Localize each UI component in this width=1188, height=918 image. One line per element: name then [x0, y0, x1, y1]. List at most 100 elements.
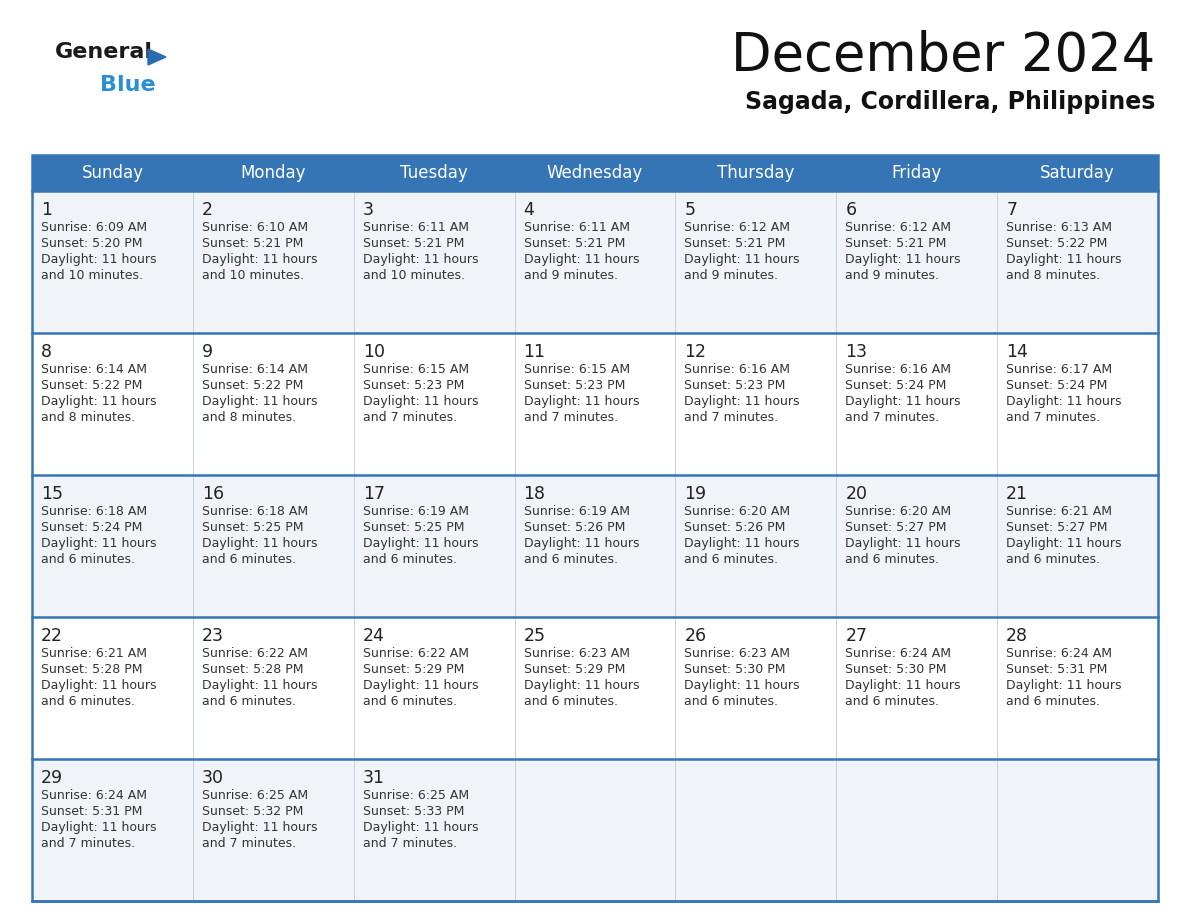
- Text: and 9 minutes.: and 9 minutes.: [846, 269, 940, 282]
- Text: 29: 29: [42, 769, 63, 787]
- Text: Sunset: 5:28 PM: Sunset: 5:28 PM: [202, 663, 303, 676]
- Text: General: General: [55, 42, 153, 62]
- Text: Daylight: 11 hours: Daylight: 11 hours: [202, 679, 317, 692]
- Text: 30: 30: [202, 769, 223, 787]
- Text: 13: 13: [846, 343, 867, 361]
- Text: Sunrise: 6:25 AM: Sunrise: 6:25 AM: [362, 789, 469, 802]
- Text: Sunset: 5:30 PM: Sunset: 5:30 PM: [684, 663, 786, 676]
- Text: 19: 19: [684, 485, 707, 503]
- Text: Sunset: 5:25 PM: Sunset: 5:25 PM: [202, 521, 303, 534]
- Text: 28: 28: [1006, 627, 1028, 645]
- Text: 2: 2: [202, 201, 213, 219]
- Text: Sunrise: 6:16 AM: Sunrise: 6:16 AM: [846, 363, 952, 376]
- Bar: [32, 617, 1158, 759]
- Text: 9: 9: [202, 343, 213, 361]
- Text: Sunrise: 6:17 AM: Sunrise: 6:17 AM: [1006, 363, 1112, 376]
- Text: 31: 31: [362, 769, 385, 787]
- Text: Sunset: 5:20 PM: Sunset: 5:20 PM: [42, 237, 143, 250]
- Text: Sunset: 5:24 PM: Sunset: 5:24 PM: [42, 521, 143, 534]
- Text: and 7 minutes.: and 7 minutes.: [42, 837, 135, 850]
- Text: Daylight: 11 hours: Daylight: 11 hours: [202, 395, 317, 408]
- Text: and 9 minutes.: and 9 minutes.: [684, 269, 778, 282]
- Text: and 7 minutes.: and 7 minutes.: [846, 411, 940, 424]
- Text: Sunrise: 6:12 AM: Sunrise: 6:12 AM: [684, 221, 790, 234]
- Text: Daylight: 11 hours: Daylight: 11 hours: [684, 395, 800, 408]
- Text: Sunrise: 6:23 AM: Sunrise: 6:23 AM: [524, 647, 630, 660]
- Text: and 7 minutes.: and 7 minutes.: [524, 411, 618, 424]
- Text: and 7 minutes.: and 7 minutes.: [684, 411, 778, 424]
- Text: Daylight: 11 hours: Daylight: 11 hours: [202, 821, 317, 834]
- Text: Sunset: 5:23 PM: Sunset: 5:23 PM: [362, 379, 465, 392]
- Text: Sunset: 5:22 PM: Sunset: 5:22 PM: [202, 379, 303, 392]
- Text: Sunset: 5:28 PM: Sunset: 5:28 PM: [42, 663, 143, 676]
- Text: Sunrise: 6:18 AM: Sunrise: 6:18 AM: [42, 505, 147, 518]
- Text: Daylight: 11 hours: Daylight: 11 hours: [362, 537, 479, 550]
- Text: and 7 minutes.: and 7 minutes.: [1006, 411, 1100, 424]
- Bar: [32, 191, 1158, 333]
- Text: Saturday: Saturday: [1041, 164, 1116, 182]
- Text: Daylight: 11 hours: Daylight: 11 hours: [846, 395, 961, 408]
- Text: December 2024: December 2024: [731, 30, 1155, 82]
- Text: Daylight: 11 hours: Daylight: 11 hours: [202, 537, 317, 550]
- Text: Daylight: 11 hours: Daylight: 11 hours: [524, 679, 639, 692]
- Text: Daylight: 11 hours: Daylight: 11 hours: [362, 821, 479, 834]
- Text: and 6 minutes.: and 6 minutes.: [1006, 553, 1100, 566]
- Text: 17: 17: [362, 485, 385, 503]
- Text: Sunset: 5:26 PM: Sunset: 5:26 PM: [684, 521, 785, 534]
- Text: Sunset: 5:30 PM: Sunset: 5:30 PM: [846, 663, 947, 676]
- Text: Daylight: 11 hours: Daylight: 11 hours: [684, 537, 800, 550]
- Text: Daylight: 11 hours: Daylight: 11 hours: [362, 253, 479, 266]
- Text: Daylight: 11 hours: Daylight: 11 hours: [362, 679, 479, 692]
- Text: 4: 4: [524, 201, 535, 219]
- Text: and 6 minutes.: and 6 minutes.: [524, 553, 618, 566]
- Text: Sunrise: 6:21 AM: Sunrise: 6:21 AM: [1006, 505, 1112, 518]
- Text: and 7 minutes.: and 7 minutes.: [362, 411, 457, 424]
- Text: and 6 minutes.: and 6 minutes.: [42, 553, 135, 566]
- Text: Daylight: 11 hours: Daylight: 11 hours: [524, 395, 639, 408]
- Text: Sunrise: 6:25 AM: Sunrise: 6:25 AM: [202, 789, 308, 802]
- Text: 10: 10: [362, 343, 385, 361]
- Text: Sunset: 5:23 PM: Sunset: 5:23 PM: [524, 379, 625, 392]
- Text: and 6 minutes.: and 6 minutes.: [42, 695, 135, 708]
- Text: 15: 15: [42, 485, 63, 503]
- Text: Sunrise: 6:22 AM: Sunrise: 6:22 AM: [202, 647, 308, 660]
- Bar: [32, 475, 1158, 617]
- Text: Sunrise: 6:11 AM: Sunrise: 6:11 AM: [524, 221, 630, 234]
- Text: and 6 minutes.: and 6 minutes.: [202, 553, 296, 566]
- Text: Daylight: 11 hours: Daylight: 11 hours: [846, 253, 961, 266]
- Text: Sunset: 5:24 PM: Sunset: 5:24 PM: [846, 379, 947, 392]
- Text: Sunrise: 6:21 AM: Sunrise: 6:21 AM: [42, 647, 147, 660]
- Text: Sunrise: 6:14 AM: Sunrise: 6:14 AM: [42, 363, 147, 376]
- Text: and 10 minutes.: and 10 minutes.: [42, 269, 143, 282]
- Text: and 6 minutes.: and 6 minutes.: [362, 695, 456, 708]
- Text: and 7 minutes.: and 7 minutes.: [362, 837, 457, 850]
- Text: Monday: Monday: [240, 164, 307, 182]
- Text: Daylight: 11 hours: Daylight: 11 hours: [846, 679, 961, 692]
- Text: 24: 24: [362, 627, 385, 645]
- Text: Daylight: 11 hours: Daylight: 11 hours: [42, 537, 157, 550]
- Text: Sunset: 5:21 PM: Sunset: 5:21 PM: [524, 237, 625, 250]
- Text: and 6 minutes.: and 6 minutes.: [202, 695, 296, 708]
- Text: Sunset: 5:26 PM: Sunset: 5:26 PM: [524, 521, 625, 534]
- Text: Daylight: 11 hours: Daylight: 11 hours: [362, 395, 479, 408]
- Polygon shape: [148, 49, 166, 65]
- Text: Sunrise: 6:13 AM: Sunrise: 6:13 AM: [1006, 221, 1112, 234]
- Text: Sunset: 5:29 PM: Sunset: 5:29 PM: [524, 663, 625, 676]
- Text: 12: 12: [684, 343, 707, 361]
- Text: and 6 minutes.: and 6 minutes.: [684, 695, 778, 708]
- Text: Thursday: Thursday: [718, 164, 795, 182]
- Bar: [32, 155, 1158, 191]
- Text: Sunrise: 6:09 AM: Sunrise: 6:09 AM: [42, 221, 147, 234]
- Bar: [32, 759, 1158, 901]
- Text: Sunset: 5:32 PM: Sunset: 5:32 PM: [202, 805, 303, 818]
- Text: 5: 5: [684, 201, 695, 219]
- Text: Sunrise: 6:10 AM: Sunrise: 6:10 AM: [202, 221, 308, 234]
- Text: 27: 27: [846, 627, 867, 645]
- Text: Sunrise: 6:11 AM: Sunrise: 6:11 AM: [362, 221, 469, 234]
- Text: and 10 minutes.: and 10 minutes.: [362, 269, 465, 282]
- Text: 22: 22: [42, 627, 63, 645]
- Text: and 6 minutes.: and 6 minutes.: [524, 695, 618, 708]
- Text: Sunrise: 6:19 AM: Sunrise: 6:19 AM: [524, 505, 630, 518]
- Text: Sunrise: 6:15 AM: Sunrise: 6:15 AM: [524, 363, 630, 376]
- Text: 16: 16: [202, 485, 225, 503]
